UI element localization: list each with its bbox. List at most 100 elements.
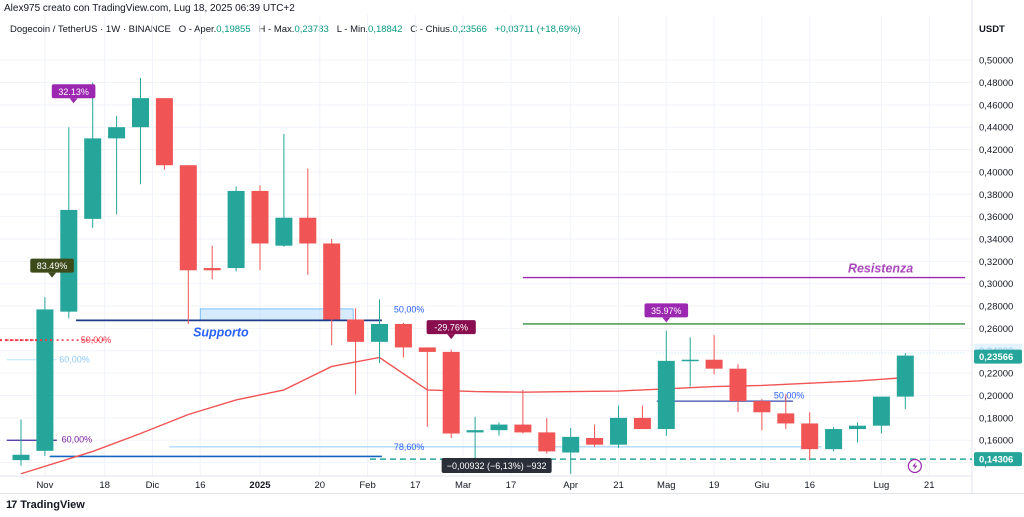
bolt-icon — [907, 458, 922, 474]
y-tick-label: 0,48000 — [979, 78, 1013, 89]
y-tick-label: 0,38000 — [979, 190, 1013, 201]
y-tick-label: 0,22000 — [979, 369, 1013, 380]
candle-body — [179, 165, 197, 271]
close-value: 0,23566 — [452, 24, 487, 35]
brand-name: TradingView — [20, 499, 85, 511]
x-tick-label: 2025 — [249, 480, 271, 491]
open-value: 0,19855 — [216, 24, 251, 35]
tradingview-logo-icon: 17 — [6, 499, 17, 511]
y-tick-label: 0,16000 — [979, 436, 1013, 447]
x-tick-label: 17 — [506, 480, 517, 491]
candle-body — [466, 430, 484, 433]
x-tick-label: Giu — [755, 480, 770, 491]
candle-body — [753, 401, 771, 413]
moving-average-line — [20, 356, 906, 475]
dashed-level-badge — [974, 452, 1022, 467]
close-label: C - Chius. — [410, 24, 453, 35]
y-tick-label: 0,46000 — [979, 100, 1013, 111]
candle-body — [323, 243, 341, 320]
y-tick-label: 0,36000 — [979, 212, 1013, 223]
x-tick-label: 16 — [804, 480, 815, 491]
symbol-name[interactable]: Dogecoin / TetherUS · 1W · BINANCE — [10, 24, 171, 35]
fib-label: 50,00% — [394, 304, 425, 314]
fib-label: 60,00% — [59, 355, 90, 365]
candle-body — [203, 268, 221, 271]
x-tick-label: Nov — [36, 480, 53, 491]
candle-body — [227, 190, 245, 269]
candle-body — [872, 396, 890, 426]
y-tick-label: 0,32000 — [979, 257, 1013, 268]
x-tick-label: Feb — [359, 480, 375, 491]
x-tick-label: 18 — [99, 480, 110, 491]
high-label: H - Max. — [258, 24, 295, 35]
low-label: L - Min. — [336, 24, 369, 35]
creator-line: Alex975 creato con TradingView.com, Lug … — [4, 3, 295, 14]
candle-body — [729, 368, 747, 402]
x-tick-label: Lug — [873, 480, 889, 491]
candle-body — [538, 432, 556, 452]
candle-body — [251, 190, 269, 244]
open-label: O - Aper. — [178, 24, 217, 35]
fib-label: 50,00% — [774, 391, 805, 401]
fib-label: 78,60% — [394, 442, 425, 452]
last-price-text: 0,23566 — [979, 352, 1013, 363]
y-tick-label: 0,34000 — [979, 234, 1013, 245]
candle-body — [514, 424, 532, 433]
measure-text: −0,00932 (−6,13%) −932 — [447, 461, 547, 471]
candle-body — [394, 323, 412, 348]
y-tick-label: 0,26000 — [979, 324, 1013, 335]
candle-body — [299, 217, 317, 244]
y-tick-label: 0,50000 — [979, 56, 1013, 67]
candle-body — [84, 138, 102, 219]
percent-callout-text: 32.13% — [58, 87, 89, 97]
bottom-divider — [0, 493, 1024, 494]
dashed-level-text: 0,14306 — [979, 455, 1013, 466]
candle-body — [705, 359, 723, 369]
candle-body — [633, 417, 651, 430]
candle-body — [849, 425, 866, 430]
x-tick-label: 20 — [314, 480, 325, 491]
percent-callout — [426, 320, 476, 335]
bolt-icon-glyph — [912, 462, 918, 470]
percent-callout — [30, 258, 74, 273]
percent-callout-text: 83.49% — [37, 261, 68, 271]
candle-body — [825, 429, 843, 450]
candle-body — [657, 360, 675, 430]
candle-body — [371, 323, 388, 342]
y-tick-label: 0,42000 — [979, 145, 1013, 156]
tradingview-brand[interactable]: 17 TradingView — [6, 499, 85, 511]
percent-callout-pointer — [447, 334, 456, 340]
supporto-label: Supporto — [193, 325, 249, 339]
candle-body — [442, 351, 460, 434]
high-value: 0,23783 — [294, 24, 329, 35]
candle-body — [108, 127, 126, 139]
percent-callout-pointer — [662, 317, 671, 323]
candle-body — [801, 423, 819, 450]
x-tick-label: 17 — [410, 480, 421, 491]
y-tick-label: 0,30000 — [979, 279, 1013, 290]
x-tick-label: 19 — [709, 480, 720, 491]
candle-body — [610, 417, 627, 445]
low-value: 0,18842 — [368, 24, 403, 35]
fib-label: 50,00% — [81, 335, 112, 345]
candle-body — [36, 309, 54, 451]
percent-callout — [51, 84, 96, 99]
candle-body — [562, 436, 580, 453]
x-tick-label: 21 — [613, 480, 624, 491]
candle-body — [490, 424, 508, 431]
candle-body — [347, 319, 365, 342]
last-price-badge — [974, 349, 1022, 364]
x-tick-label: 16 — [195, 480, 206, 491]
candle-body — [155, 98, 173, 166]
symbol-legend: Dogecoin / TetherUS · 1W · BINANCE O - A… — [10, 24, 581, 35]
percent-callout-pointer — [69, 98, 78, 104]
y-tick-label: 0,40000 — [979, 167, 1013, 178]
x-tick-label: 21 — [924, 480, 935, 491]
candle-body — [896, 355, 914, 397]
y-tick-label: 0,18000 — [979, 413, 1013, 424]
candle-body — [418, 347, 436, 352]
currency-unit[interactable]: USDT — [979, 24, 1005, 35]
measure-box — [441, 458, 552, 473]
y-tick-label: 0,20000 — [979, 391, 1013, 402]
